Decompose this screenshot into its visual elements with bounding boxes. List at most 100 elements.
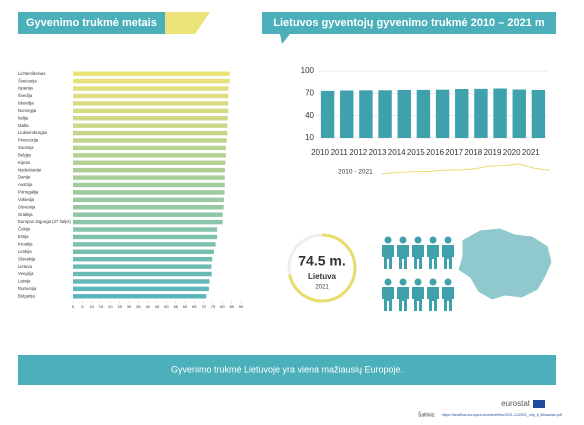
y-tick-label: Slovakija (18, 256, 36, 261)
x-tick-label: 40 (145, 304, 150, 309)
bar (73, 108, 229, 114)
highlight-year: 2021 (315, 285, 329, 291)
bar (73, 116, 228, 121)
header-right-tail (280, 34, 290, 44)
sparkline-label: 2010 - 2021 (338, 169, 373, 176)
person-body (427, 287, 439, 311)
person-body (397, 245, 409, 269)
y-tick-label: Suomija (18, 145, 34, 150)
bar (378, 90, 392, 138)
highlight-value: 74.5 m. (298, 253, 345, 269)
x-tick-label: 2016 (426, 148, 444, 157)
person-body (442, 287, 454, 311)
header-left-box (18, 12, 165, 34)
x-tick-label: 30 (127, 304, 132, 309)
y-tick-label: Slovėnija (18, 204, 36, 209)
banner: Gyvenimo trukmė Lietuvoje yra viena maži… (171, 364, 403, 374)
y-tick-label: Lichtenšteinas (18, 71, 45, 76)
bar (73, 286, 209, 292)
bar (73, 138, 227, 143)
x-tick-label: 75 (211, 304, 216, 309)
person-body (412, 245, 424, 269)
bar (73, 227, 218, 232)
y-tick-label: Lietuva (18, 264, 32, 269)
lithuania-map (457, 227, 553, 301)
bar (435, 89, 450, 138)
header-right: Lietuvos gyventojų gyvenimo trukmė 2010 … (273, 17, 545, 29)
x-tick-label: 2017 (445, 148, 463, 157)
bar (73, 249, 214, 254)
person-head (414, 278, 422, 286)
people-icons (382, 236, 454, 311)
x-tick-label: 2019 (484, 148, 502, 157)
person-body (412, 287, 424, 311)
bar (73, 219, 223, 225)
bar (73, 242, 216, 247)
x-tick-label: 20 (108, 304, 113, 309)
person-body (427, 245, 439, 269)
x-tick-label: 70 (201, 304, 206, 309)
x-tick-label: 15 (99, 304, 104, 309)
x-tick-label: 85 (229, 304, 234, 309)
person-head (399, 236, 407, 244)
person-head (384, 236, 392, 244)
bar (493, 88, 507, 138)
bar (73, 256, 213, 262)
x-tick-label: 2013 (369, 148, 387, 157)
y-tick-label: 40 (305, 111, 314, 120)
bar (455, 89, 469, 138)
x-tick-label: 2012 (349, 148, 367, 157)
bar (73, 167, 225, 173)
y-tick-label: Kipras (18, 160, 30, 165)
bar (73, 71, 230, 76)
x-tick-label: 90 (239, 304, 244, 309)
eu-flag (533, 400, 545, 408)
bar (73, 153, 226, 158)
x-tick-label: 55 (173, 304, 178, 309)
y-tick-label: Norvegija (18, 108, 37, 113)
bar (73, 145, 226, 151)
x-tick-label: 80 (220, 304, 225, 309)
person-body (382, 245, 394, 269)
bar (73, 86, 229, 91)
bar (73, 279, 210, 284)
x-tick-label: 2011 (331, 148, 349, 157)
logo: eurostat (501, 399, 531, 408)
bar (512, 89, 526, 138)
person-body (397, 287, 409, 311)
x-tick-label: 2015 (407, 148, 425, 157)
y-tick-label: Čekija (18, 227, 31, 232)
y-tick-label: Kroatija (18, 241, 33, 246)
sparkline (381, 163, 551, 175)
y-tick-label: Ispanija (18, 86, 33, 91)
bar (397, 89, 411, 138)
y-tick-label: Vengrija (18, 271, 34, 276)
bar (73, 123, 228, 128)
header-right-box (262, 12, 556, 34)
person-body (442, 245, 454, 269)
bar (73, 182, 225, 188)
y-tick-label: Graikija (18, 212, 33, 217)
x-tick-label: 25 (117, 304, 122, 309)
y-tick-label: Vokietija (18, 197, 35, 202)
x-tick-label: 2014 (388, 148, 406, 157)
x-tick-label: 50 (164, 304, 169, 309)
y-tick-label: Danija (18, 175, 31, 180)
y-tick-label: Rumunija (18, 286, 37, 291)
y-tick-label: Malta (18, 123, 29, 128)
source-url: https://healthus.europa.eu/content/files… (442, 413, 562, 417)
bar (73, 101, 229, 106)
x-tick-label: 2020 (503, 148, 521, 157)
bar (73, 264, 212, 269)
y-tick-label: Liuksemburgas (18, 130, 47, 135)
x-tick-label: 0 (72, 304, 75, 309)
bar (73, 190, 225, 195)
person-body (382, 287, 394, 311)
y-tick-label: Prancūzija (18, 138, 39, 143)
y-tick-label: Latvija (18, 279, 31, 284)
highlight-arc (288, 233, 357, 303)
bar (73, 78, 230, 84)
bar (320, 90, 335, 138)
x-tick-label: 2010 (311, 148, 329, 157)
